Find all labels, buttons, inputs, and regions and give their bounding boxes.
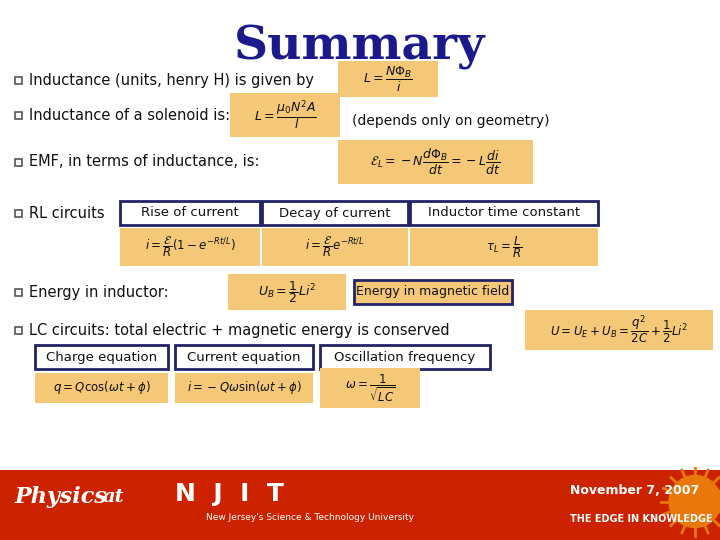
Text: Inductance of a solenoid is:: Inductance of a solenoid is:: [29, 107, 230, 123]
Bar: [0, 470, 720, 540]
Text: $i = \dfrac{\mathcal{E}}{R}(1-e^{-Rt/L})$: $i = \dfrac{\mathcal{E}}{R}(1-e^{-Rt/L})…: [145, 235, 235, 259]
Bar: [354, 280, 512, 304]
Bar: [175, 373, 313, 403]
Bar: [120, 201, 260, 225]
Text: LC circuits: total electric + magnetic energy is conserved: LC circuits: total electric + magnetic e…: [29, 322, 449, 338]
Circle shape: [669, 476, 720, 528]
Bar: [35, 373, 168, 403]
Text: $i = -Q\omega\sin(\omega t + \phi)$: $i = -Q\omega\sin(\omega t + \phi)$: [186, 380, 302, 396]
Text: $q = Q\cos(\omega t + \phi)$: $q = Q\cos(\omega t + \phi)$: [53, 380, 150, 396]
Bar: [14, 288, 22, 295]
Bar: [35, 345, 168, 369]
Text: at: at: [103, 488, 125, 505]
Bar: [14, 77, 22, 84]
Bar: [120, 228, 260, 266]
Bar: [338, 140, 533, 184]
Text: N  J  I  T: N J I T: [175, 483, 284, 507]
Bar: [14, 111, 22, 118]
Bar: [262, 201, 408, 225]
Text: $\mathcal{E}_L = -N\dfrac{d\Phi_B}{dt} = -L\dfrac{di}{dt}$: $\mathcal{E}_L = -N\dfrac{d\Phi_B}{dt} =…: [370, 147, 501, 177]
Text: $\omega = \dfrac{1}{\sqrt{LC}}$: $\omega = \dfrac{1}{\sqrt{LC}}$: [345, 372, 395, 404]
Bar: [14, 210, 22, 217]
Text: Summary: Summary: [234, 24, 486, 70]
Text: Decay of current: Decay of current: [279, 206, 391, 219]
Text: $L = \dfrac{N\Phi_B}{i}$: $L = \dfrac{N\Phi_B}{i}$: [363, 64, 413, 93]
Text: $U_B = \dfrac{1}{2}Li^2$: $U_B = \dfrac{1}{2}Li^2$: [258, 279, 316, 305]
Bar: [230, 93, 340, 137]
Text: New Jersey's Science & Technology University: New Jersey's Science & Technology Univer…: [206, 513, 414, 522]
Text: Inductor time constant: Inductor time constant: [428, 206, 580, 219]
Text: (depends only on geometry): (depends only on geometry): [352, 114, 549, 128]
Text: $i = \dfrac{\mathcal{E}}{R}e^{-Rt/L}$: $i = \dfrac{\mathcal{E}}{R}e^{-Rt/L}$: [305, 235, 365, 259]
Text: Rise of current: Rise of current: [141, 206, 239, 219]
Text: RL circuits: RL circuits: [29, 206, 104, 220]
Bar: [410, 201, 598, 225]
Text: Energy in inductor:: Energy in inductor:: [29, 285, 168, 300]
Bar: [228, 274, 346, 310]
Bar: [262, 228, 408, 266]
Bar: [338, 61, 438, 97]
Bar: [175, 345, 313, 369]
Text: November 7, 2007: November 7, 2007: [570, 484, 699, 497]
Bar: [525, 310, 713, 350]
Text: $U = U_E + U_B = \dfrac{q^2}{2C} + \dfrac{1}{2}Li^2$: $U = U_E + U_B = \dfrac{q^2}{2C} + \dfra…: [550, 314, 688, 346]
Bar: [14, 159, 22, 165]
Text: $L = \dfrac{\mu_0 N^2 A}{l}$: $L = \dfrac{\mu_0 N^2 A}{l}$: [253, 98, 316, 132]
Text: Oscillation frequency: Oscillation frequency: [334, 350, 476, 363]
Text: Physics: Physics: [15, 485, 108, 508]
Bar: [14, 327, 22, 334]
Text: Energy in magnetic field: Energy in magnetic field: [356, 286, 510, 299]
Text: Inductance (units, henry H) is given by: Inductance (units, henry H) is given by: [29, 72, 314, 87]
Text: Current equation: Current equation: [187, 350, 301, 363]
Bar: [320, 345, 490, 369]
Text: EMF, in terms of inductance, is:: EMF, in terms of inductance, is:: [29, 154, 259, 170]
Text: $\tau_L = \dfrac{L}{R}$: $\tau_L = \dfrac{L}{R}$: [486, 234, 522, 260]
Text: Charge equation: Charge equation: [46, 350, 157, 363]
Bar: [320, 368, 420, 408]
Text: THE EDGE IN KNOWLEDGE: THE EDGE IN KNOWLEDGE: [570, 514, 713, 524]
Bar: [410, 228, 598, 266]
